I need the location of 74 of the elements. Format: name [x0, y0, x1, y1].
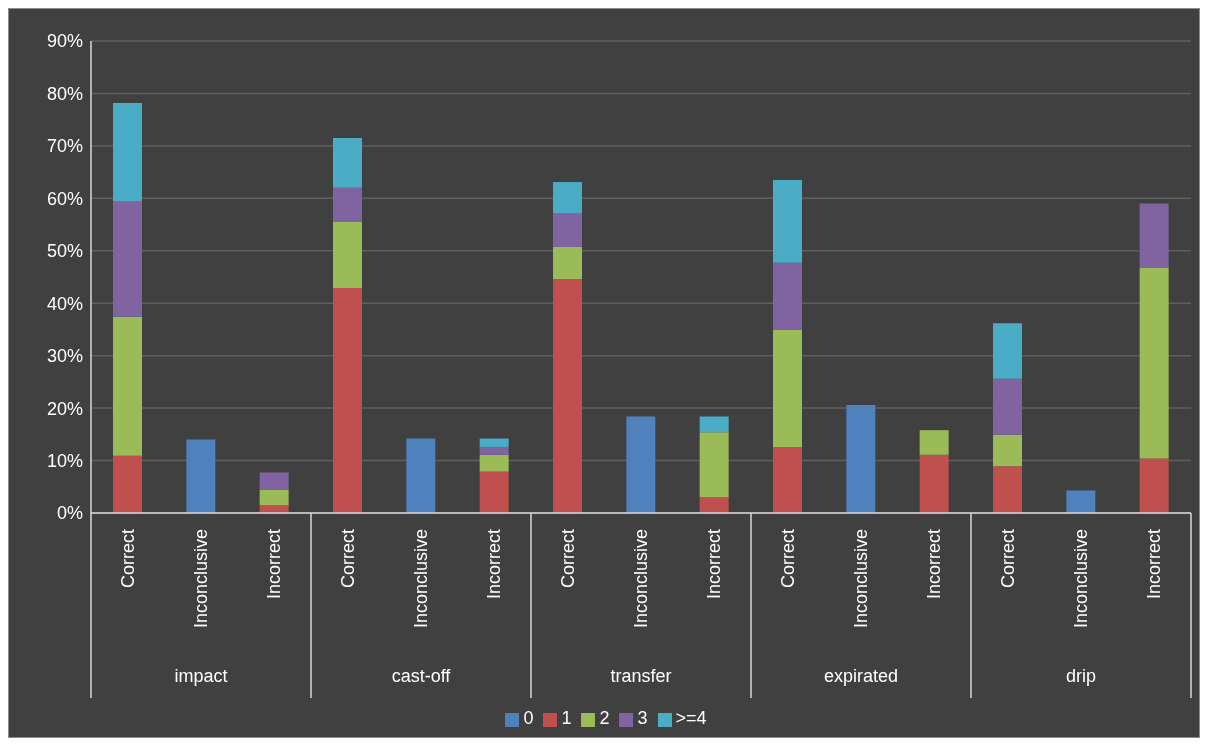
bar: [699, 416, 729, 433]
bar: [186, 439, 216, 513]
x-tick-label: Incorrect: [484, 529, 505, 600]
legend-label: 3: [637, 708, 648, 728]
x-tick-label: Incorrect: [264, 529, 285, 600]
bar: [333, 221, 362, 289]
bar: [553, 213, 582, 248]
x-tick-label: Correct: [997, 529, 1018, 589]
y-tick-label: 70%: [46, 136, 83, 157]
bar: [406, 438, 436, 513]
bar: [1139, 203, 1169, 268]
bar: [773, 179, 802, 263]
bar: [773, 262, 802, 330]
bar: [479, 438, 509, 447]
bar: [993, 434, 1022, 467]
bar: [259, 472, 289, 490]
bar: [1066, 490, 1096, 513]
x-tick-label: Correct: [337, 529, 358, 589]
x-tick-label: Incorrect: [1144, 529, 1165, 600]
bar: [113, 455, 142, 513]
y-tick-label: 0%: [56, 503, 83, 524]
bar: [699, 432, 729, 498]
x-tick-label: Correct: [777, 529, 798, 589]
x-tick-label: Incorrect: [704, 529, 725, 600]
y-tick-label: 60%: [46, 188, 83, 209]
x-tick-label: Inconclusive: [631, 529, 651, 629]
x-tick-label: Inconclusive: [851, 529, 871, 629]
bar: [479, 471, 509, 513]
bar: [113, 316, 142, 456]
bar: [846, 404, 876, 513]
bar: [479, 446, 509, 455]
bar: [333, 288, 362, 513]
x-tick-label: Inconclusive: [191, 529, 211, 629]
y-tick-label: 40%: [46, 293, 83, 314]
bar: [773, 446, 802, 513]
y-tick-label: 80%: [46, 83, 83, 104]
bar: [479, 454, 509, 472]
bar: [993, 466, 1022, 513]
y-tick-label: 10%: [46, 450, 83, 471]
bar: [773, 329, 802, 447]
y-tick-label: 50%: [46, 241, 83, 262]
bar: [333, 187, 362, 222]
legend-label: 1: [561, 708, 572, 728]
legend-label: >=4: [675, 708, 707, 728]
bar: [553, 182, 582, 214]
bar: [1139, 267, 1169, 459]
x-tick-label: Inconclusive: [1071, 529, 1091, 629]
bar: [333, 138, 362, 188]
text: expirated: [823, 666, 899, 686]
text: impact: [174, 666, 228, 686]
bar: [553, 279, 582, 513]
legend-label: 0: [523, 708, 534, 728]
y-tick-label: 30%: [46, 346, 83, 367]
x-tick-label: Correct: [117, 529, 138, 589]
text: transfer: [610, 666, 672, 686]
legend-label: 2: [599, 708, 610, 728]
x-tick-label: Correct: [557, 529, 578, 589]
bar: [259, 489, 289, 506]
bar: [553, 247, 582, 280]
bar: [113, 102, 142, 202]
text: drip: [1065, 666, 1097, 686]
bar: [699, 497, 729, 513]
bar: [993, 378, 1022, 435]
y-tick-label: 20%: [46, 398, 83, 419]
y-tick-label: 90%: [46, 31, 83, 52]
bar: [626, 416, 656, 513]
text: cast-off: [391, 666, 452, 686]
bar: [993, 323, 1022, 379]
x-tick-label: Inconclusive: [411, 529, 431, 629]
bar: [113, 201, 142, 317]
bar: [919, 454, 949, 513]
bar: [1139, 458, 1169, 513]
x-tick-label: Incorrect: [924, 529, 945, 600]
bar: [919, 430, 949, 455]
